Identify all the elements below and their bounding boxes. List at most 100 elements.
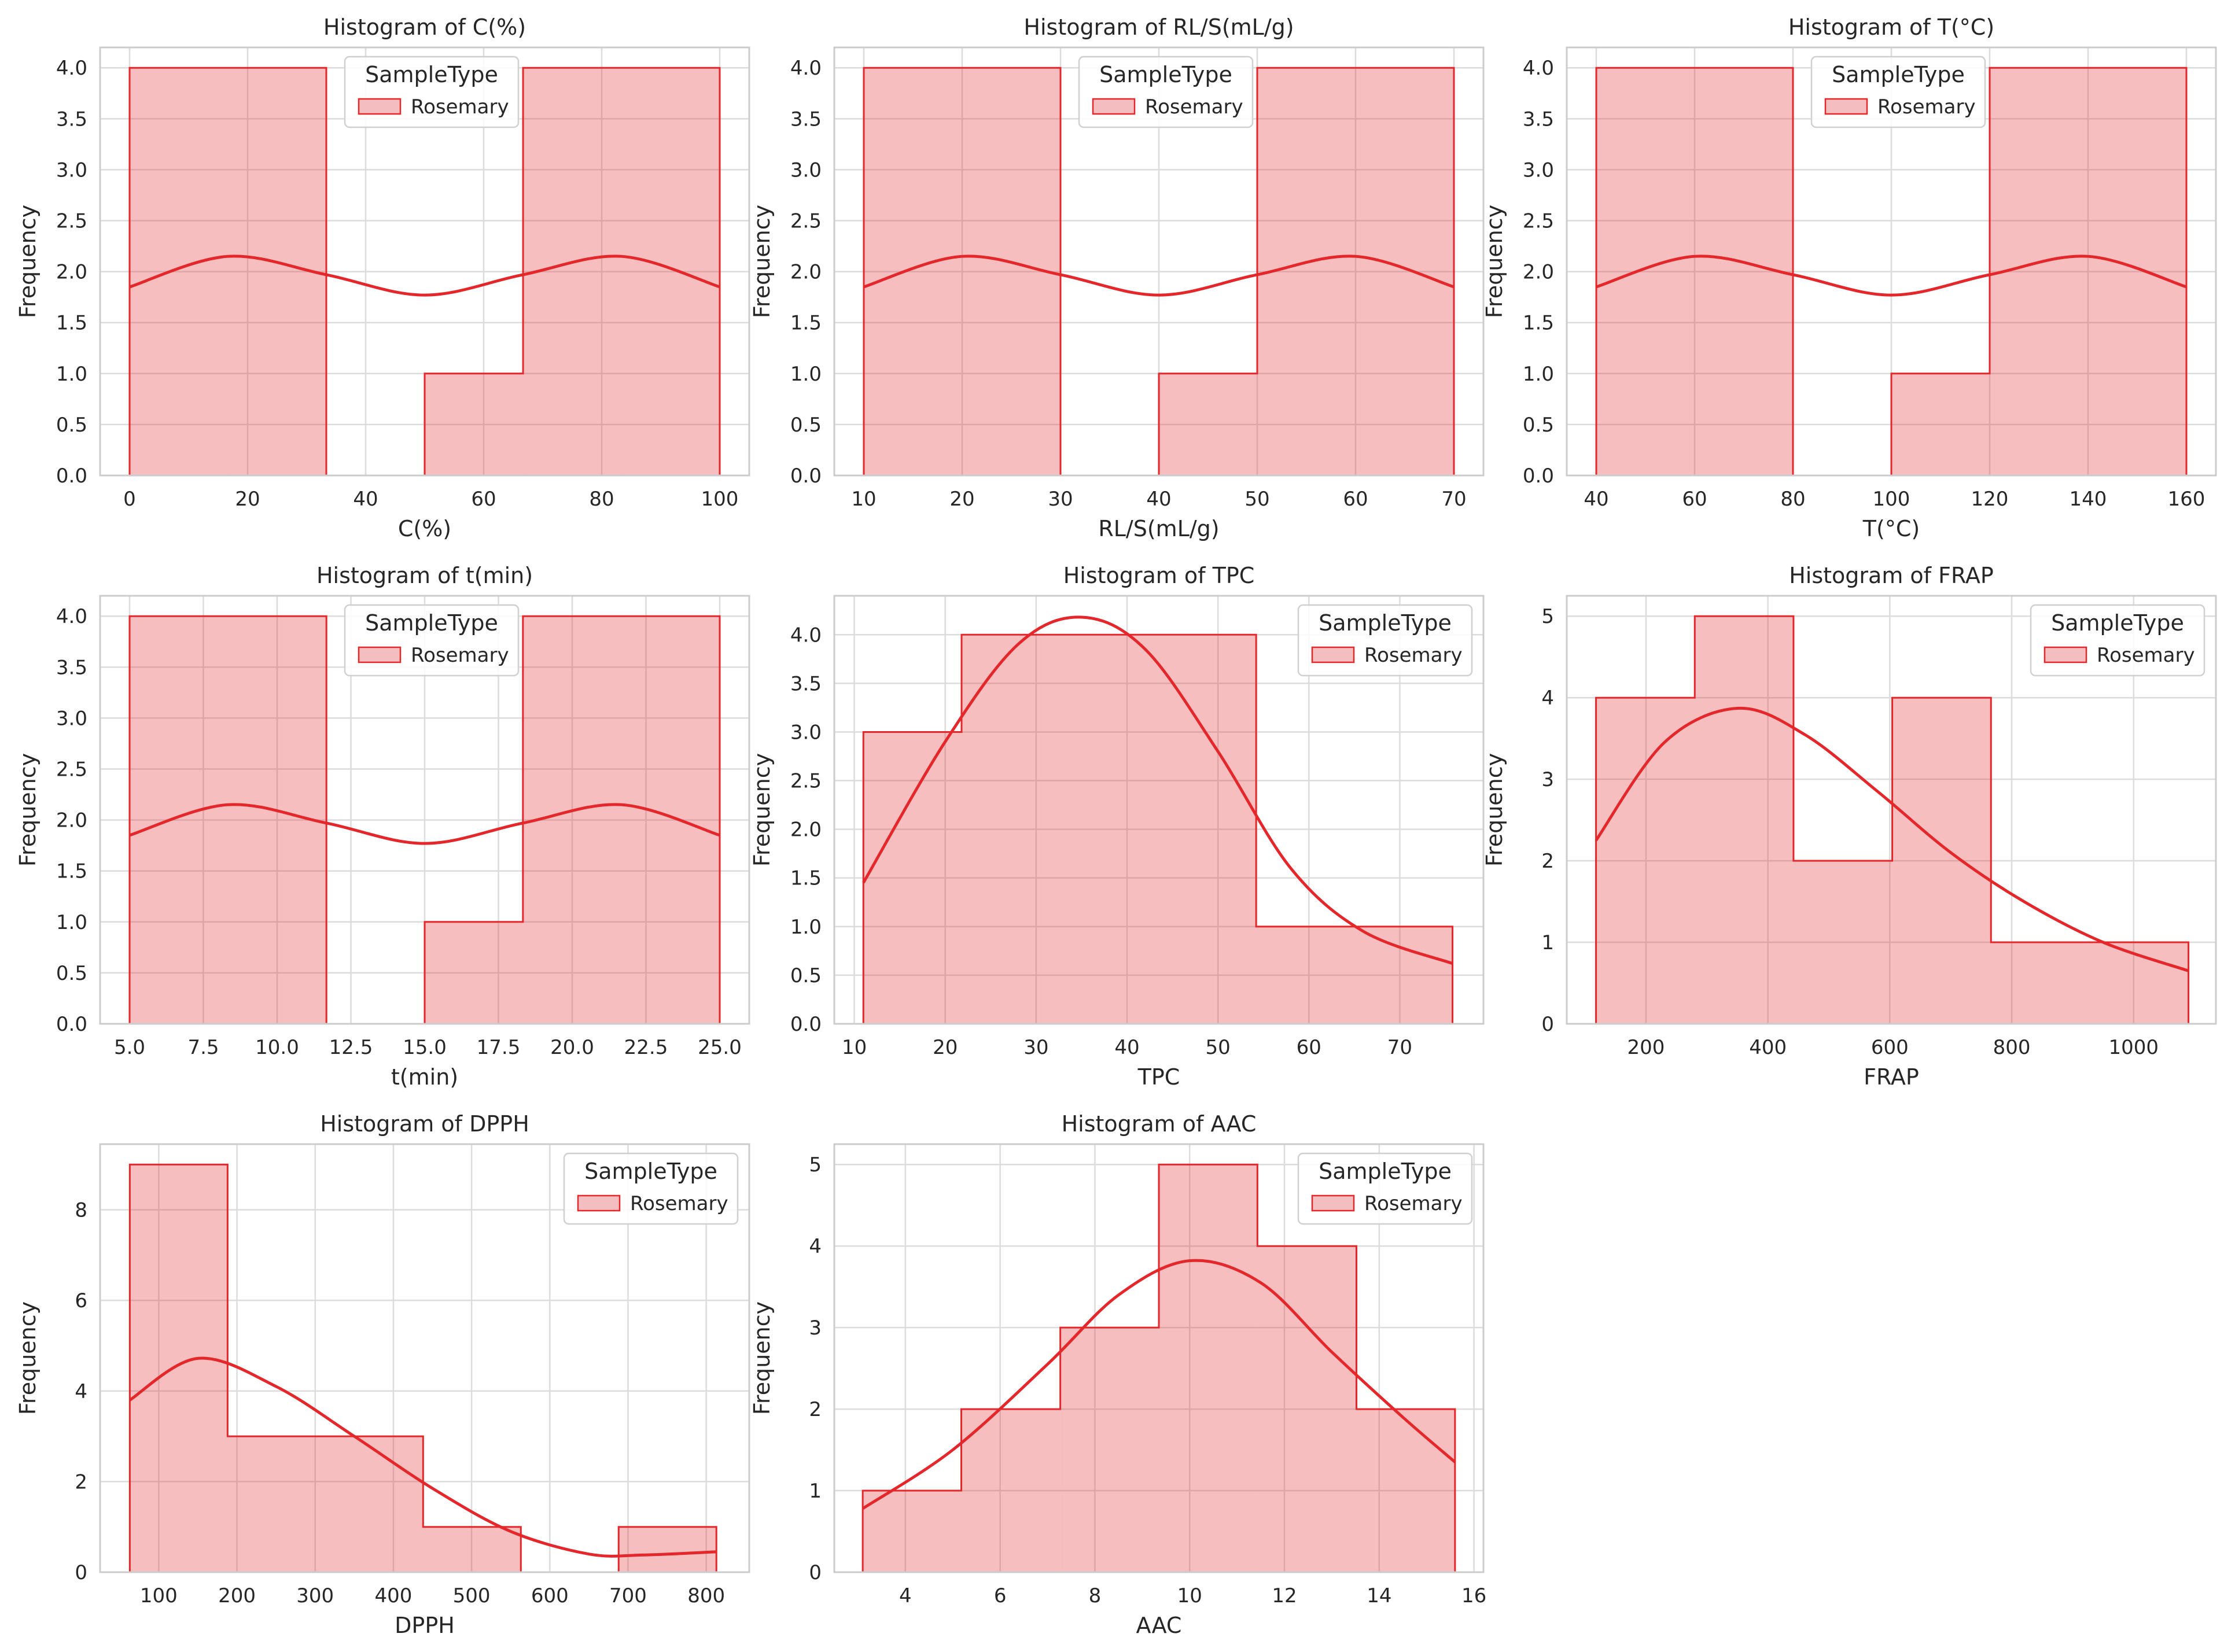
y-tick-label: 1.0 (56, 363, 87, 386)
legend-swatch (2043, 646, 2087, 663)
x-tick-label: 60 (1682, 488, 1707, 511)
histogram-bar (130, 68, 229, 475)
y-tick-label: 3.5 (790, 108, 822, 131)
y-axis-label: Frequency (1482, 753, 1507, 866)
x-tick-label: 60 (1297, 1036, 1321, 1059)
histogram-bar (1060, 1328, 1159, 1572)
x-tick-label: 80 (1780, 488, 1805, 511)
legend-swatch (1824, 98, 1868, 115)
axes-frame (833, 46, 1485, 477)
histogram-bar (961, 1409, 1061, 1572)
y-axis-label: Frequency (1482, 205, 1507, 318)
y-tick-label: 0.5 (1523, 414, 1554, 437)
legend-entry-label: Rosemary (1877, 95, 1976, 119)
legend-swatch (358, 646, 402, 663)
x-tick-label: 700 (609, 1584, 647, 1607)
y-tick-label: 1.5 (790, 867, 822, 890)
chart-title: Histogram of C(%) (323, 14, 526, 40)
y-tick-label: 3.5 (56, 656, 87, 679)
chart-title: Histogram of AAC (1062, 1111, 1257, 1137)
y-tick-label: 4 (1541, 687, 1554, 710)
x-tick-label: 5.0 (114, 1036, 145, 1059)
y-tick-label: 5 (1541, 605, 1554, 628)
x-tick-label: 22.5 (624, 1036, 668, 1059)
y-tick-label: 0.0 (1523, 464, 1554, 488)
x-tick-label: 600 (531, 1584, 569, 1607)
y-axis-label: Frequency (749, 205, 775, 318)
y-tick-label: 2.0 (56, 261, 87, 284)
kde-curve (129, 255, 720, 297)
y-tick-label: 4.0 (56, 605, 87, 628)
x-tick-label: 6 (994, 1584, 1007, 1607)
y-tick-label: 0.0 (56, 1013, 87, 1036)
y-tick-label: 0.5 (56, 962, 87, 985)
histogram-panel-3: 40 60 80 100 120 140 160 0.0 0.5 1.0 1.5 2.0 2.5 3.0 3… (1482, 14, 2217, 541)
y-tick-label: 2.5 (1523, 210, 1554, 233)
histogram-step-outline (861, 1163, 1456, 1572)
y-tick-label: 2.0 (56, 809, 87, 832)
histogram-step-outline (863, 67, 1455, 477)
y-tick-label: 0 (75, 1561, 87, 1584)
y-tick-label: 1 (809, 1480, 822, 1503)
y-tick-label: 3.5 (56, 108, 87, 131)
y-axis-label: Frequency (749, 753, 775, 866)
x-tick-label: 60 (471, 488, 496, 511)
x-tick-label: 300 (296, 1584, 334, 1607)
x-tick-label: 800 (1993, 1036, 2031, 1059)
legend-entry-label: Rosemary (1364, 1192, 1463, 1215)
histogram-bar (621, 68, 720, 475)
x-tick-label: 10 (842, 1036, 867, 1059)
histogram-bar (425, 373, 524, 475)
axes-frame (833, 1143, 1485, 1573)
histogram-bar (1059, 635, 1158, 1024)
legend-title: SampleType (2051, 610, 2184, 636)
y-axis-label: Frequency (15, 205, 40, 318)
x-tick-label: 100 (701, 488, 739, 511)
histogram-step-outline (128, 67, 721, 477)
x-tick-label: 70 (1441, 488, 1466, 511)
histogram-bar (130, 1164, 228, 1572)
x-tick-label: 160 (2168, 488, 2205, 511)
x-tick-label: 60 (1343, 488, 1368, 511)
y-tick-label: 2 (75, 1470, 87, 1494)
legend: SampleType Rosemary (1810, 56, 1986, 128)
x-tick-label: 25.0 (698, 1036, 742, 1059)
x-tick-label: 100 (1873, 488, 1910, 511)
legend: SampleType Rosemary (344, 56, 520, 128)
legend-title: SampleType (1099, 62, 1232, 87)
x-axis-label: FRAP (1864, 1064, 1919, 1090)
y-tick-label: 0.5 (56, 414, 87, 437)
legend: SampleType Rosemary (344, 604, 520, 677)
y-tick-label: 0 (1541, 1013, 1554, 1036)
histogram-step-outline (1595, 67, 2188, 477)
y-tick-label: 3.0 (790, 721, 822, 744)
axes-frame (1566, 595, 2217, 1025)
y-tick-label: 2 (809, 1398, 822, 1421)
x-tick-label: 30 (1048, 488, 1073, 511)
x-tick-label: 17.5 (477, 1036, 521, 1059)
histogram-bar (1257, 1246, 1357, 1572)
y-tick-label: 3 (809, 1317, 822, 1340)
y-tick-label: 2.5 (56, 210, 87, 233)
y-tick-label: 0.0 (56, 464, 87, 488)
kde-curve (863, 255, 1455, 297)
x-tick-label: 40 (1584, 488, 1608, 511)
histogram-bar (962, 635, 1060, 1024)
legend-swatch (1311, 1194, 1355, 1212)
x-tick-label: 50 (1244, 488, 1269, 511)
y-tick-label: 1.5 (56, 312, 87, 335)
legend-title: SampleType (365, 610, 498, 636)
histogram-bar (1159, 1164, 1258, 1572)
x-tick-label: 7.5 (187, 1036, 219, 1059)
x-tick-label: 16 (1461, 1584, 1486, 1607)
y-tick-label: 1.0 (1523, 363, 1554, 386)
histogram-bar (1891, 373, 1990, 475)
y-tick-label: 4.0 (56, 57, 87, 80)
x-tick-label: 0 (123, 488, 136, 511)
histogram-bar (425, 921, 523, 1024)
x-axis-label: t(min) (391, 1064, 458, 1090)
legend-title: SampleType (365, 62, 498, 87)
y-tick-label: 6 (75, 1289, 87, 1312)
y-tick-label: 2.0 (1523, 261, 1554, 284)
